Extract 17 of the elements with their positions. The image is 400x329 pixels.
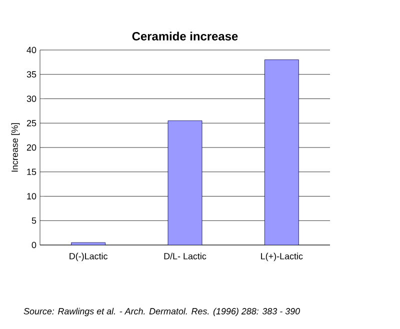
source-note: Source: Rawlings et al. - Arch. Dermatol. Res. (1996) 288: 383 - 390 — [24, 308, 300, 316]
y-tick-label: 10 — [27, 193, 36, 200]
chart-title: Ceramide increase — [132, 32, 238, 40]
y-tick-label: 40 — [26, 46, 36, 54]
y-tick-label: 0 — [32, 242, 36, 248]
y-tick-label: 30 — [26, 96, 36, 102]
x-tick-label: D(-)Lactic — [70, 252, 108, 262]
y-tick-label: 20 — [26, 144, 36, 151]
bar — [168, 120, 202, 245]
y-tick-label: 25 — [26, 120, 36, 126]
y-tick-label: 15 — [27, 168, 36, 176]
y-tick-label: 5 — [32, 217, 36, 224]
y-axis-title: Increase [%] — [11, 123, 20, 172]
bar — [264, 60, 299, 245]
y-tick-label: 35 — [26, 71, 36, 78]
x-tick-label: D/L- Lactic — [164, 252, 206, 260]
x-tick-label: L(+)-Lactic — [261, 252, 303, 262]
